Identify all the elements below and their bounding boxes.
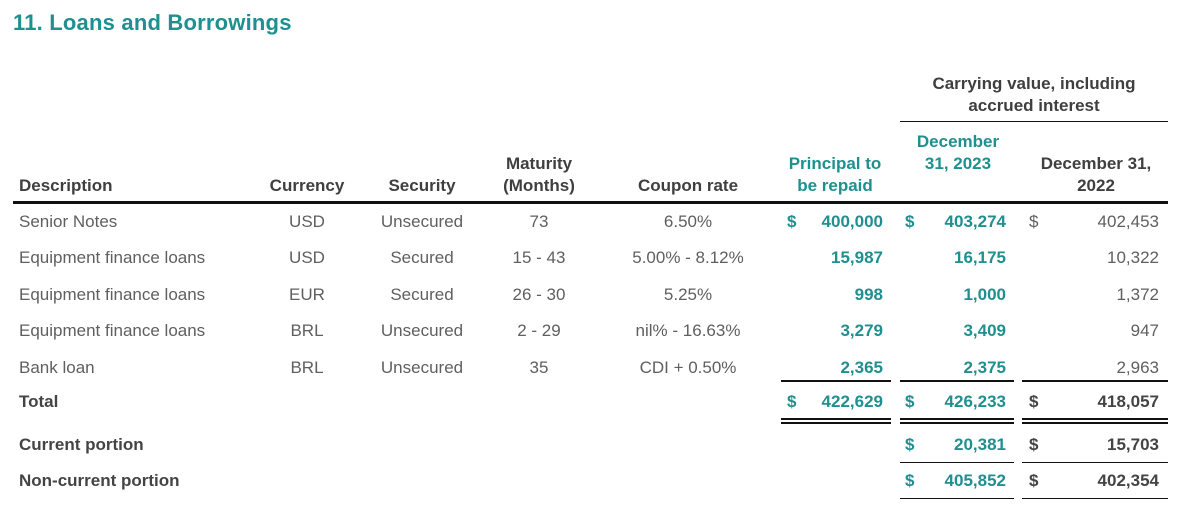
current-dec2023-currency: $	[905, 435, 915, 454]
total-row: Total $ 422,629 $ 426,233 $ 418,057	[0, 384, 1180, 420]
cell-security: Secured	[390, 248, 454, 268]
header-coupon: Coupon rate	[637, 176, 739, 195]
cell-description: Equipment finance loans	[19, 284, 206, 304]
cell-dec2023: 16,175	[954, 248, 1006, 268]
table-row: Equipment finance loans BRL Unsecured 2 - 2…	[0, 313, 1180, 349]
header-rule	[13, 201, 1168, 204]
dec2023-total-double-rule-2	[900, 422, 1014, 424]
cell-dec2023: 403,274	[944, 212, 1006, 231]
cell-principal: 2,365	[840, 357, 883, 377]
current-dec2023: 20,381	[954, 435, 1006, 454]
total-dec2023-currency: $	[905, 392, 915, 411]
cell-maturity: 26 - 30	[512, 284, 566, 304]
total-dec2022-currency: $	[1029, 392, 1039, 411]
header-dec-2023: December 31, 2023	[916, 132, 1000, 173]
dec2023-total-double-rule-1	[900, 418, 1014, 420]
current-portion-row: Current portion $ 20,381 $ 15,703	[0, 427, 1180, 463]
total-principal-currency: $	[787, 392, 797, 411]
principal-subtotal-rule	[781, 380, 891, 382]
dec2022-total-double-rule-1	[1022, 418, 1168, 420]
dec2023-subtotal-rule	[900, 380, 1014, 382]
cell-description: Senior Notes	[19, 212, 118, 231]
cell-description: Equipment finance loans	[19, 248, 206, 268]
cell-coupon: nil% - 16.63%	[635, 321, 741, 341]
header-dec-2022: December 31, 2022	[1040, 154, 1152, 195]
header-security: Security	[388, 176, 456, 195]
dec2023-current-rule	[900, 462, 1014, 463]
current-dec2022-currency: $	[1029, 435, 1039, 454]
noncurrent-portion-label: Non-current portion	[19, 471, 180, 490]
header-description: Description	[19, 176, 113, 195]
total-dec2023: 426,233	[944, 392, 1006, 411]
cell-currency: BRL	[290, 321, 324, 341]
section-title: 11. Loans and Borrowings	[13, 10, 292, 35]
noncurrent-dec2022: 402,354	[1097, 471, 1159, 490]
header-currency: Currency	[269, 176, 345, 195]
cell-dec2022: 947	[1130, 321, 1159, 341]
table-row: Bank loan BRL Unsecured 35 CDI + 0.50% 2,365 2…	[0, 350, 1180, 386]
table-row: Equipment finance loans USD Secured 15 - 43…	[0, 240, 1180, 276]
cell-maturity: 35	[529, 357, 549, 377]
cell-dec2023-currency: $	[905, 212, 915, 231]
cell-dec2023: 3,409	[963, 321, 1006, 341]
current-portion-label: Current portion	[19, 435, 144, 454]
cell-currency: BRL	[290, 357, 324, 377]
dec2022-total-double-rule-2	[1022, 422, 1168, 424]
header-maturity: Maturity (Months)	[503, 154, 575, 195]
noncurrent-dec2023: 405,852	[944, 471, 1006, 490]
cell-dec2022: 10,322	[1107, 248, 1159, 268]
cell-dec2022-currency: $	[1029, 212, 1039, 231]
cell-currency: EUR	[289, 284, 325, 304]
cell-coupon: CDI + 0.50%	[639, 357, 737, 377]
noncurrent-portion-row: Non-current portion $ 405,852 $ 402,354	[0, 463, 1180, 499]
table-row: Equipment finance loans EUR Secured 26 - 30…	[0, 277, 1180, 313]
cell-coupon: 5.00% - 8.12%	[632, 248, 744, 268]
cell-dec2023: 1,000	[963, 284, 1006, 304]
principal-total-double-rule-2	[781, 422, 891, 424]
cell-coupon: 6.50%	[663, 212, 713, 231]
cell-currency: USD	[289, 248, 325, 268]
table-row: Senior Notes USD Unsecured 73 6.50% $400,000 $…	[0, 204, 1180, 240]
cell-description: Bank loan	[19, 357, 95, 377]
cell-dec2023: 2,375	[963, 357, 1006, 377]
cell-dec2022: 2,963	[1116, 357, 1159, 377]
cell-principal: 15,987	[831, 248, 883, 268]
cell-security: Secured	[390, 284, 454, 304]
principal-total-double-rule-1	[781, 418, 891, 420]
cell-dec2022: 1,372	[1116, 284, 1159, 304]
cell-maturity: 15 - 43	[512, 248, 566, 268]
cell-maturity: 73	[529, 212, 549, 231]
cell-principal-currency: $	[787, 212, 797, 231]
cell-principal: 400,000	[821, 212, 883, 231]
cell-security: Unsecured	[380, 212, 464, 231]
noncurrent-dec2023-currency: $	[905, 471, 915, 490]
noncurrent-dec2022-currency: $	[1029, 471, 1039, 490]
cell-security: Unsecured	[380, 321, 464, 341]
total-principal: 422,629	[821, 392, 883, 411]
current-dec2022: 15,703	[1107, 435, 1159, 454]
carrying-value-header: Carrying value, including accrued intere…	[932, 74, 1136, 115]
cell-principal: 998	[854, 284, 883, 304]
header-principal: Principal to be repaid	[788, 154, 882, 195]
cell-maturity: 2 - 29	[517, 321, 561, 341]
dec2023-noncurrent-rule	[900, 498, 1014, 499]
cell-security: Unsecured	[380, 357, 464, 377]
cell-principal: 3,279	[840, 321, 883, 341]
cell-currency: USD	[289, 212, 325, 231]
total-dec2022: 418,057	[1097, 392, 1159, 411]
dec2022-noncurrent-rule	[1022, 498, 1168, 499]
cell-description: Equipment finance loans	[19, 321, 206, 341]
cell-dec2022: 402,453	[1097, 212, 1159, 231]
dec2022-subtotal-rule	[1022, 380, 1168, 382]
carrying-group-rule	[900, 121, 1168, 122]
dec2022-current-rule	[1022, 462, 1168, 463]
total-label: Total	[19, 392, 59, 411]
cell-coupon: 5.25%	[663, 284, 713, 304]
